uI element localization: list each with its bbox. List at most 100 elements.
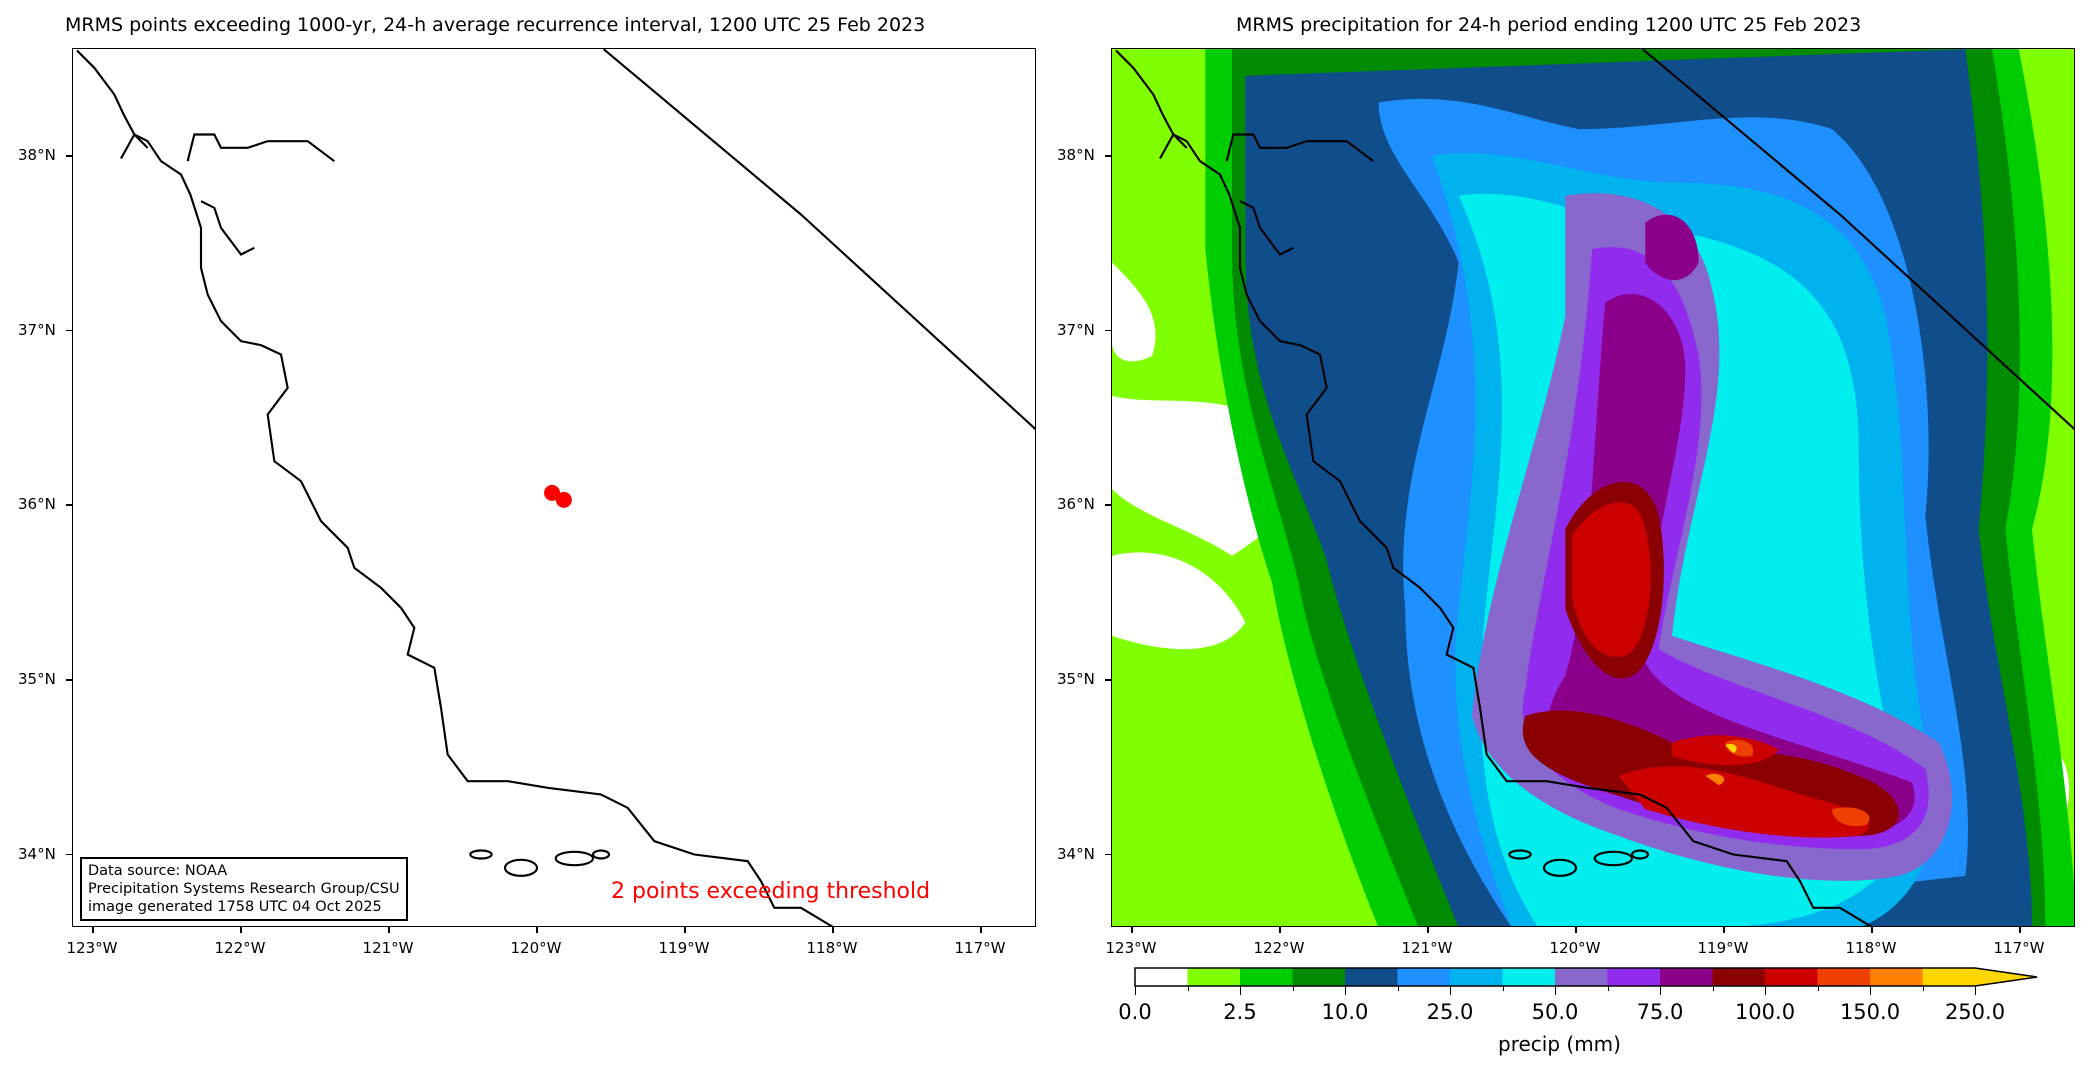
exceedance-point bbox=[555, 491, 572, 508]
colorbar-tick-label: 150.0 bbox=[1839, 1000, 1901, 1024]
exceedance-point bbox=[544, 484, 561, 501]
colorbar-segment bbox=[1765, 968, 1818, 986]
precip-contour bbox=[1832, 807, 1870, 827]
y-tick bbox=[66, 155, 72, 157]
precip-contour bbox=[1618, 766, 1870, 838]
colorbar-segment bbox=[1870, 968, 1923, 986]
lon-tick-label: 121°W bbox=[1401, 939, 1453, 957]
lat-tick-label: 34°N bbox=[18, 844, 56, 863]
island-outline bbox=[1542, 858, 1578, 877]
lon-tick-label: 123°W bbox=[66, 939, 118, 957]
y-tick bbox=[1105, 504, 1111, 506]
lat-tick-label: 36°N bbox=[1057, 495, 1095, 514]
colorbar-tick-label: 25.0 bbox=[1426, 1000, 1474, 1024]
colorbar-segment bbox=[1555, 968, 1608, 986]
x-tick bbox=[92, 927, 94, 933]
left-chart-title: MRMS points exceeding 1000-yr, 24-h aver… bbox=[65, 14, 926, 36]
colorbar-tick bbox=[1922, 986, 1924, 991]
colorbar bbox=[1134, 967, 2038, 987]
colorbar-tick bbox=[1135, 986, 1137, 995]
colorbar-label: precip (mm) bbox=[1498, 1032, 1621, 1056]
x-tick bbox=[1131, 927, 1133, 933]
info-line: Data source: NOAA bbox=[88, 863, 228, 879]
x-tick bbox=[2019, 927, 2021, 933]
colorbar-tick bbox=[1765, 986, 1767, 995]
precip-contour bbox=[1547, 294, 1915, 836]
lat-tick-label: 38°N bbox=[18, 146, 56, 164]
lon-tick-label: 119°W bbox=[658, 939, 710, 957]
colorbar-tick bbox=[1555, 986, 1557, 995]
colorbar-tick bbox=[1870, 986, 1872, 995]
precip-contour bbox=[1112, 262, 1156, 362]
lon-tick-label: 120°W bbox=[1549, 939, 1601, 957]
colorbar-tick bbox=[1607, 986, 1609, 991]
bay-coastline bbox=[1159, 132, 1374, 256]
x-tick bbox=[684, 927, 686, 933]
lon-tick-label: 118°W bbox=[1845, 939, 1897, 957]
colorbar-segment bbox=[1187, 968, 1240, 986]
x-tick bbox=[388, 927, 390, 933]
lat-tick-label: 36°N bbox=[18, 495, 56, 514]
x-tick bbox=[1871, 927, 1873, 933]
x-tick bbox=[1279, 927, 1281, 933]
y-tick bbox=[66, 329, 72, 332]
colorbar-segment bbox=[1660, 968, 1713, 986]
lon-tick-label: 123°W bbox=[1105, 939, 1157, 957]
colorbar-segment-extend bbox=[1922, 968, 2037, 986]
right-chart-title: MRMS precipitation for 24-h period endin… bbox=[1236, 14, 1862, 36]
colorbar-tick-label: 0.0 bbox=[1118, 1000, 1152, 1024]
lon-tick-label: 120°W bbox=[510, 939, 562, 957]
colorbar-tick-label: 50.0 bbox=[1531, 1000, 1579, 1024]
lon-tick-label: 122°W bbox=[214, 939, 266, 957]
x-tick bbox=[832, 927, 834, 933]
precip-contour bbox=[1112, 552, 1246, 650]
info-line: Precipitation Systems Research Group/CSU bbox=[88, 881, 400, 897]
y-tick bbox=[1105, 155, 1111, 157]
y-tick bbox=[66, 853, 72, 856]
info-line: image generated 1758 UTC 04 Oct 2025 bbox=[88, 899, 382, 915]
left-map-panel bbox=[72, 48, 1036, 927]
y-tick bbox=[66, 679, 72, 681]
lon-tick-label: 119°W bbox=[1697, 939, 1749, 957]
precip-contour bbox=[1672, 735, 1779, 766]
colorbar-segment bbox=[1345, 968, 1398, 986]
colorbar-segment bbox=[1607, 968, 1660, 986]
colorbar-tick bbox=[1240, 986, 1242, 995]
colorbar-tick bbox=[1502, 986, 1504, 991]
lat-tick-label: 35°N bbox=[18, 670, 56, 689]
coastline bbox=[76, 49, 834, 926]
x-tick bbox=[240, 927, 242, 933]
bay-coastline bbox=[120, 132, 335, 256]
lat-tick-label: 34°N bbox=[1057, 844, 1095, 863]
y-tick bbox=[1105, 679, 1111, 681]
colorbar-tick bbox=[1712, 986, 1714, 991]
colorbar-tick bbox=[1292, 986, 1294, 991]
colorbar-segment bbox=[1240, 968, 1293, 986]
precip-contour bbox=[1725, 739, 1754, 757]
y-tick bbox=[1105, 329, 1111, 332]
island-outline bbox=[591, 849, 611, 860]
lon-tick-label: 117°W bbox=[1993, 939, 2045, 957]
colorbar-segment bbox=[1502, 968, 1555, 986]
lon-tick-label: 117°W bbox=[954, 939, 1006, 957]
island-outline bbox=[1593, 850, 1634, 867]
colorbar-segment bbox=[1397, 968, 1450, 986]
x-tick bbox=[980, 927, 982, 933]
colorbar-tick-label: 10.0 bbox=[1321, 1000, 1369, 1024]
colorbar-segment bbox=[1712, 968, 1765, 986]
colorbar-tick-label: 250.0 bbox=[1944, 1000, 2006, 1024]
lat-tick-label: 38°N bbox=[1057, 146, 1095, 164]
lat-tick-label: 35°N bbox=[1057, 670, 1095, 689]
precip-contour bbox=[1645, 214, 1699, 281]
precip-contour bbox=[1572, 502, 1651, 657]
colorbar-tick bbox=[1975, 986, 1977, 995]
lat-tick-label: 37°N bbox=[18, 320, 56, 339]
island-outline bbox=[469, 849, 493, 860]
colorbar-tick-label: 2.5 bbox=[1223, 1000, 1257, 1024]
left-map bbox=[76, 49, 1035, 926]
island-outline bbox=[554, 850, 595, 867]
colorbar-segment bbox=[1292, 968, 1345, 986]
colorbar-tick-label: 75.0 bbox=[1636, 1000, 1684, 1024]
y-tick bbox=[1105, 853, 1111, 856]
colorbar-tick bbox=[1345, 986, 1347, 995]
